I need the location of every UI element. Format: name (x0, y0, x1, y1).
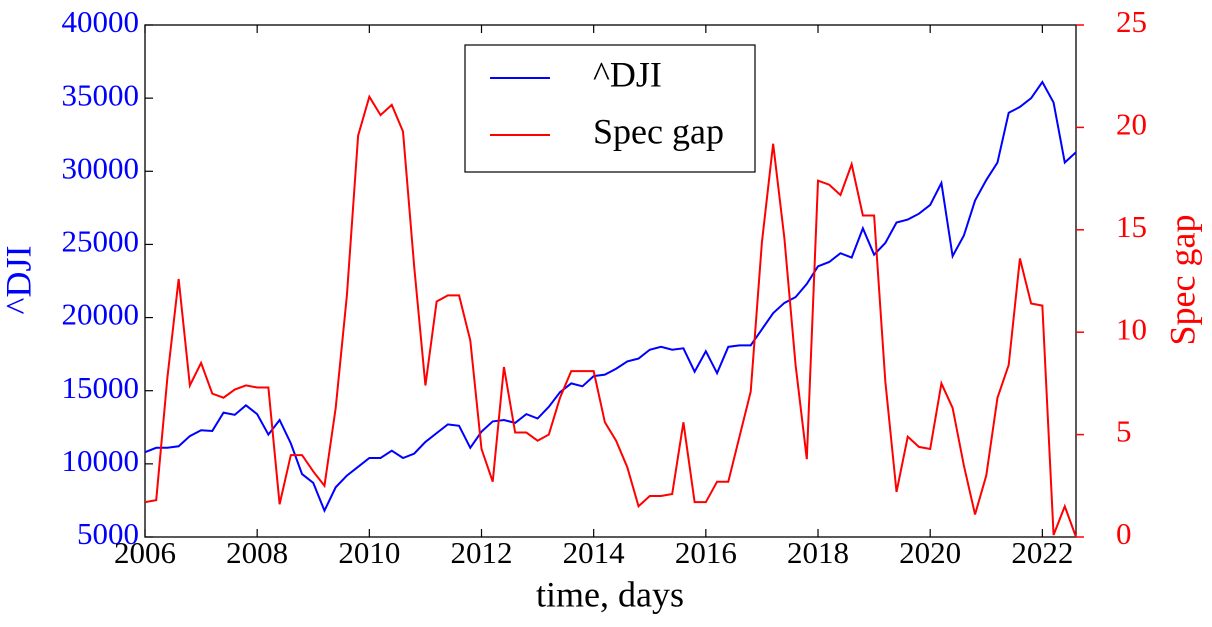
x-axis-label: time, days (536, 574, 684, 614)
y-tick-label: 30000 (62, 150, 140, 185)
legend-label: ^DJI (593, 54, 662, 94)
y-axis-label: ^DJI (0, 246, 38, 315)
x-tick-label: 2014 (563, 535, 626, 570)
y2-tick-label: 0 (1116, 516, 1132, 551)
x-tick-label: 2022 (1011, 535, 1073, 570)
x-tick-label: 2012 (451, 535, 513, 570)
series-line (144, 80, 1077, 514)
x-tick-label: 2010 (338, 535, 400, 570)
legend-box (464, 44, 756, 173)
y-tick-label: 25000 (62, 224, 140, 259)
legend-label: Spec gap (593, 111, 724, 151)
y2-axis-label: Spec gap (1162, 215, 1202, 346)
y-tick-label: 35000 (62, 77, 140, 112)
y2-tick-label: 25 (1116, 4, 1147, 39)
y-tick-label: 40000 (62, 4, 140, 39)
y-tick-label: 20000 (62, 297, 140, 332)
y2-tick-label: 5 (1116, 414, 1132, 449)
y-tick-label: 5000 (77, 516, 139, 551)
x-tick-label: 2008 (226, 535, 288, 570)
y-tick-label: 15000 (62, 370, 140, 405)
series-line (144, 94, 1077, 538)
y2-tick-label: 20 (1116, 107, 1147, 142)
y2-tick-label: 15 (1116, 209, 1147, 244)
x-tick-label: 2006 (114, 535, 176, 570)
x-tick-label: 2018 (787, 535, 849, 570)
x-tick-label: 2020 (899, 535, 961, 570)
x-tick-label: 2016 (675, 535, 737, 570)
plot-frame (144, 24, 1077, 538)
y-tick-label: 10000 (62, 443, 140, 478)
y2-tick-label: 10 (1116, 311, 1147, 346)
